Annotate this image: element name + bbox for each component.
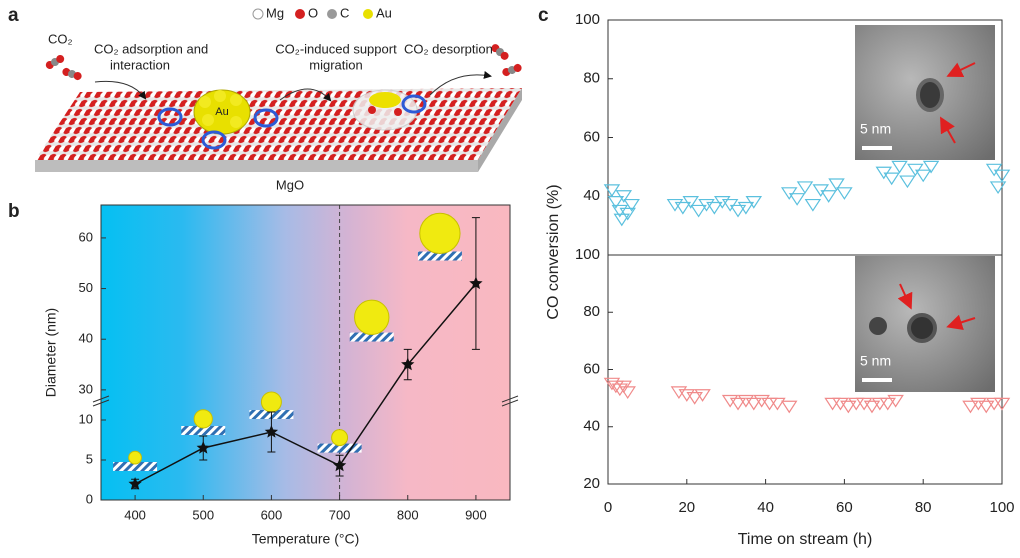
y-tick-label: 20 (583, 475, 600, 492)
y-tick-label: 30 (79, 381, 93, 396)
x-tick-label: 20 (678, 499, 695, 516)
data-point (731, 398, 745, 409)
step-label: CO₂-induced support (275, 41, 397, 56)
data-point (747, 398, 761, 409)
slab-edge (35, 160, 478, 172)
particle-icon (332, 430, 348, 446)
y-tick-label: 0 (86, 491, 93, 506)
page: {"illustration": { "panel_label": "a", "… (0, 0, 1020, 553)
x-tick-label: 800 (397, 507, 419, 522)
step-label: interaction (110, 57, 170, 72)
x-tick-label: 500 (192, 507, 214, 522)
data-point (841, 401, 855, 412)
legend-label: Au (376, 5, 392, 20)
co2-label: CO₂ (48, 31, 73, 46)
x-axis-label: Time on stream (h) (738, 531, 873, 548)
particle (909, 315, 935, 341)
legend-label: Mg (266, 5, 284, 20)
y-axis-label: Diameter (nm) (43, 308, 59, 397)
data-point (621, 387, 635, 398)
step-label: CO₂ desorption (404, 41, 493, 56)
data-point (806, 200, 820, 211)
scale-label: 5 nm (860, 353, 891, 369)
data-point (979, 401, 993, 412)
data-point (798, 182, 812, 193)
data-point (688, 393, 702, 404)
y-tick-label: 60 (583, 360, 600, 377)
scale-bar (862, 378, 892, 382)
y-tick-label: 100 (575, 11, 600, 28)
scale-bar (862, 146, 892, 150)
x-tick-label: 600 (261, 507, 283, 522)
particle-icon (261, 392, 281, 412)
y-tick-label: 80 (583, 70, 600, 87)
y-tick-label: 40 (79, 331, 93, 346)
particle (918, 80, 942, 110)
y-tick-label: 5 (86, 451, 93, 466)
y-tick-label: 50 (79, 280, 93, 295)
y-axis-label: CO conversion (%) (545, 184, 562, 319)
data-point (991, 182, 1005, 193)
y-tick-label: 60 (79, 229, 93, 244)
panel-b: b 0 5 10 30 40 50 60 400 500 600 700 800 900 Temperatu… (8, 201, 518, 547)
data-point (900, 176, 914, 187)
x-tick-label: 80 (915, 499, 932, 516)
legend-label: O (308, 5, 318, 20)
data-point (615, 214, 629, 225)
step-label: CO₂ adsorption and (94, 41, 208, 56)
x-tick-label: 0 (604, 499, 612, 516)
y-tick-label: 10 (79, 411, 93, 426)
y-tick-label: 100 (575, 246, 600, 263)
data-point (963, 401, 977, 412)
particle-icon (129, 451, 142, 464)
x-axis-label: Temperature (°C) (252, 531, 360, 547)
x-tick-label: 100 (989, 499, 1014, 516)
support-slab (35, 88, 522, 160)
data-point (892, 161, 906, 172)
particle-icon (420, 213, 460, 253)
x-tick-label: 60 (836, 499, 853, 516)
panel-label: c (538, 5, 549, 26)
legend-label: C (340, 5, 349, 20)
data-point (837, 188, 851, 199)
panel-label: a (8, 5, 19, 26)
panel-label: b (8, 201, 20, 222)
scale-label: 5 nm (860, 121, 891, 137)
x-tick-label: 900 (465, 507, 487, 522)
particle-icon (355, 300, 389, 334)
y-tick-label: 40 (583, 187, 600, 204)
data-point (865, 401, 879, 412)
data-point (782, 401, 796, 412)
x-tick-label: 400 (124, 507, 146, 522)
support-label: MgO (276, 177, 304, 192)
y-tick-label: 60 (583, 128, 600, 145)
step-label: migration (309, 57, 362, 72)
legend: Mg O C Au (253, 5, 392, 20)
y-tick-label: 40 (583, 418, 600, 435)
y-tick-label: 80 (583, 303, 600, 320)
x-tick-label: 700 (329, 507, 351, 522)
x-tick-label: 40 (757, 499, 774, 516)
particle (869, 317, 887, 335)
figure: a Au MgOCAu CO₂ (0, 0, 1020, 553)
cluster-label: Au (215, 106, 228, 118)
particle-icon (194, 410, 212, 428)
